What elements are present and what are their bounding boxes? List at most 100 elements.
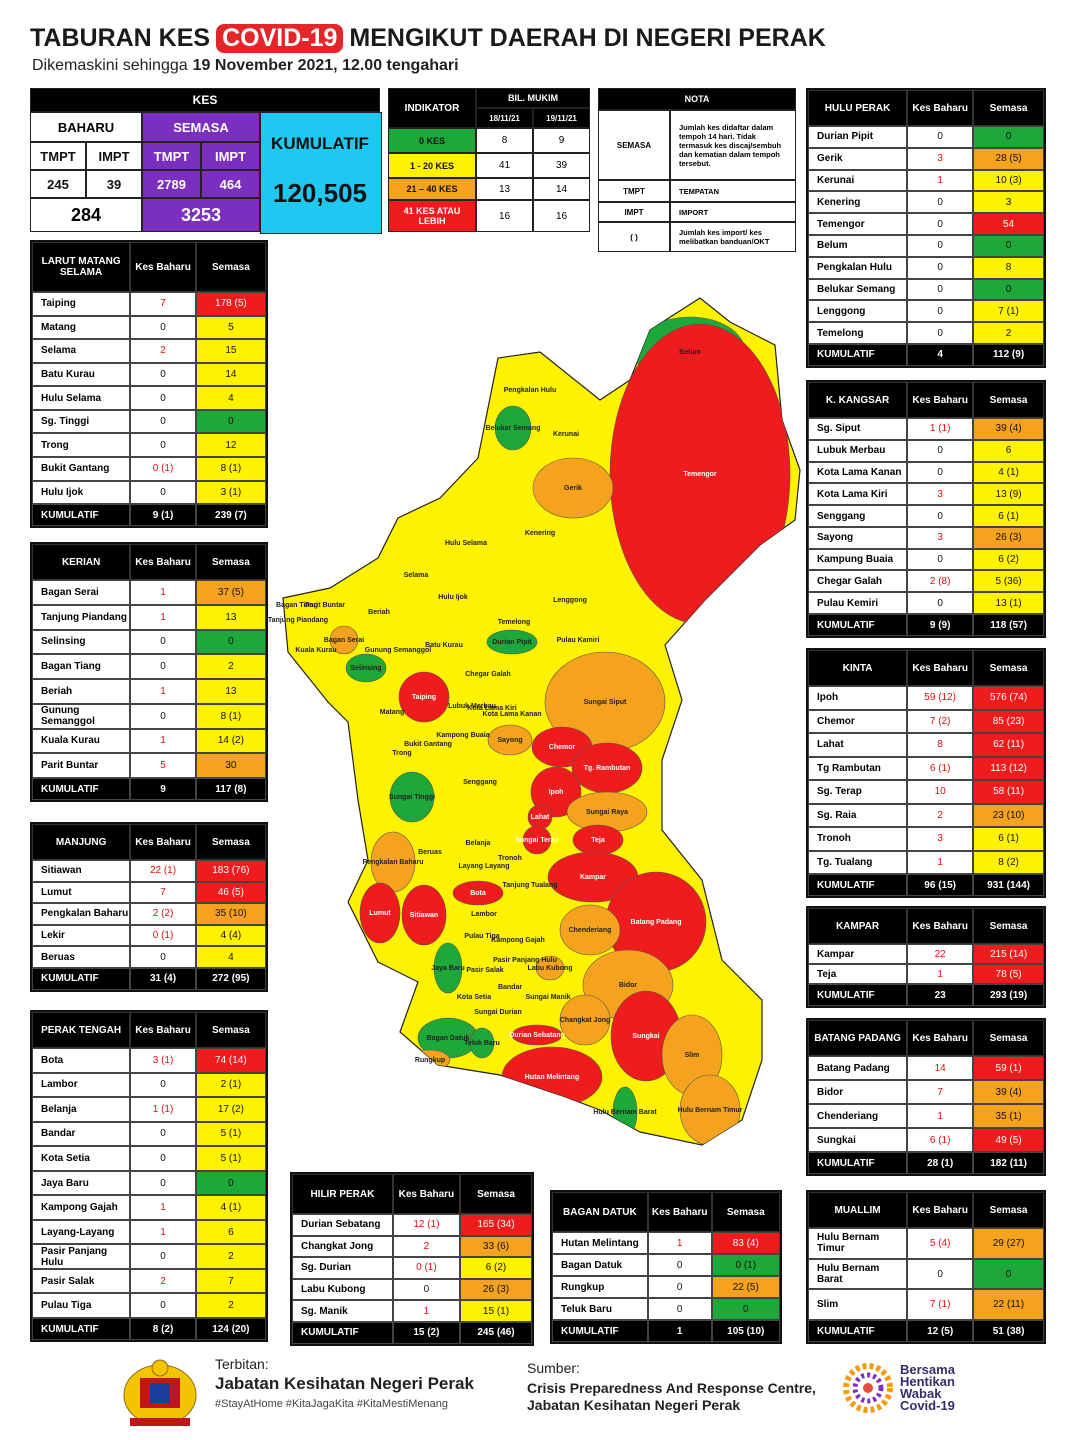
total-semasa: 293 (19): [973, 984, 1044, 1006]
kes-baharu: 0: [130, 409, 196, 434]
area-name: Layang-Layang: [32, 1219, 131, 1245]
sumber: Jabatan Kesihatan Negeri Perak: [527, 1397, 741, 1413]
column-header: Kes Baharu: [647, 1192, 712, 1232]
column-header: Kes Baharu: [907, 382, 974, 418]
table-header: MANJUNG Kes Baharu Semasa: [32, 824, 266, 860]
map-region: [679, 1074, 741, 1145]
map-region: [530, 766, 582, 818]
kes-baharu: 1: [130, 679, 196, 704]
indicator-value: 9: [533, 128, 590, 153]
map-label: Bandar: [498, 984, 522, 991]
indicator-level: 1 - 20 KES: [388, 153, 476, 178]
table-header: PERAK TENGAH Kes Baharu Semasa: [32, 1012, 266, 1048]
terbitan-label: Terbitan:: [215, 1356, 269, 1372]
table-header: BATANG PADANG Kes Baharu Semasa: [808, 1020, 1044, 1056]
table-row: Temelong 0 2: [808, 322, 1044, 344]
kes-baharu: 0: [907, 256, 974, 279]
kes-semasa: 4 (1): [195, 1195, 266, 1220]
district-name: KAMPAR: [808, 908, 908, 944]
kes-baharu: 7: [907, 1080, 974, 1104]
kes-baharu: 0: [130, 1072, 196, 1098]
kes-baharu: 0: [907, 439, 974, 462]
table-row: Pasir Salak 2 7: [32, 1268, 266, 1294]
kes-baharu: 8: [907, 733, 974, 757]
area-name: Selama: [32, 339, 131, 363]
kes-baharu: 0: [130, 362, 196, 387]
table-row: Jaya Baru 0 0: [32, 1170, 266, 1196]
table-row: Durian Pipit 0 0: [808, 126, 1044, 148]
area-name: Belanja: [32, 1097, 131, 1122]
map-region: [452, 880, 504, 906]
table-row: Pasir Panjang Hulu 0 2: [32, 1244, 266, 1269]
kes-baharu: 0: [130, 480, 196, 505]
map-label: Batang Padang: [631, 919, 682, 926]
column-header: Kes Baharu: [907, 1020, 974, 1056]
table-row: Chenderiang 1 35 (1): [808, 1104, 1044, 1128]
sumber: Crisis Preparedness And Response Centre,: [527, 1380, 816, 1396]
map-label: Tanjung Piandang: [268, 617, 328, 624]
area-name: Lekir: [32, 924, 131, 947]
district-table: MANJUNG Kes Baharu Semasa Sitiawan 22 (1) 183…: [30, 822, 268, 992]
district-name: MANJUNG: [32, 824, 131, 860]
table-row: Sg. Siput 1 (1) 39 (4): [808, 418, 1044, 440]
kes-semasa: 15 (1): [459, 1300, 532, 1322]
total-row: KUMULATIF 12 (5) 51 (38): [808, 1320, 1044, 1343]
district-name: BAGAN DATUK: [552, 1192, 648, 1232]
total-row: KUMULATIF 9 117 (8): [32, 778, 266, 800]
kes-baharu: 1: [392, 1300, 460, 1322]
title: TABURAN KES COVID-19 MENGIKUT DAERAH DI NE…: [30, 20, 830, 56]
map-label: Hulu Selama: [445, 540, 487, 547]
kes-semasa: 5: [195, 315, 266, 340]
area-name: Trong: [32, 433, 131, 457]
kes-semasa: 7 (1): [973, 300, 1044, 323]
area-name: Pasir Salak: [32, 1268, 131, 1294]
area-name: Bandar: [32, 1121, 131, 1147]
table-header: HILIR PERAK Kes Baharu Semasa: [292, 1174, 532, 1214]
kes-value: 2789: [142, 170, 201, 198]
map-label: Rungkup: [415, 1057, 445, 1064]
map-label: Layang Layang: [459, 863, 510, 870]
table-row: Sg. Terap 10 58 (11): [808, 780, 1044, 804]
kes-semasa: 10 (3): [973, 169, 1044, 192]
map-label: Teja: [591, 837, 605, 844]
table-row: Belukar Semang 0 0: [808, 278, 1044, 301]
kes-semasa: 178 (5): [195, 292, 266, 316]
table-header: MUALLIM Kes Baharu Semasa: [808, 1192, 1044, 1228]
kes-baharu: 0: [907, 592, 974, 615]
area-name: Bidor: [808, 1080, 908, 1104]
area-name: Kota Lama Kanan: [808, 461, 908, 484]
map-label: Tg. Rambutan: [584, 765, 631, 772]
map-label: Chenderiang: [569, 927, 612, 934]
area-name: Gerik: [808, 147, 908, 170]
map-label: Sitiawan: [410, 912, 438, 919]
map-label: Gunung Semanggol: [365, 647, 432, 654]
kes-semasa: 14: [195, 362, 266, 387]
table-row: Bukit Gantang 0 (1) 8 (1): [32, 456, 266, 481]
kes-semasa: 183 (76): [195, 860, 266, 882]
kes-semasa: 13 (1): [973, 592, 1044, 615]
map-label: Jaya Baru: [431, 965, 464, 972]
map-label: Batu Kurau: [425, 642, 463, 649]
table-row: Gerik 3 28 (5): [808, 147, 1044, 170]
kes-baharu: 0: [130, 1146, 196, 1171]
map-region: [522, 825, 552, 855]
kes-semasa: 4: [195, 946, 266, 968]
table-row: Durian Sebatang 12 (1) 165 (34): [292, 1214, 532, 1236]
table-header: KINTA Kes Baharu Semasa: [808, 650, 1044, 686]
table-row: Sg. Raia 2 23 (10): [808, 803, 1044, 827]
total-baharu: 9 (9): [907, 614, 974, 637]
kes-semasa: 6: [195, 1219, 266, 1245]
kes-semasa: SEMASA: [142, 112, 260, 142]
district-table: HULU PERAK Kes Baharu Semasa Durian Pipit 0 0…: [806, 88, 1046, 368]
total-row: KUMULATIF 9 (1) 239 (7): [32, 504, 266, 527]
table-row: Kota Lama Kanan 0 4 (1): [808, 461, 1044, 484]
map-region: [511, 1024, 563, 1046]
total-row: KUMULATIF 23 293 (19): [808, 984, 1044, 1006]
total-semasa: 118 (57): [973, 614, 1044, 637]
indicator-date: 19/11/21: [533, 108, 590, 128]
area-name: Chemor: [808, 709, 908, 733]
table-row: Belum 0 0: [808, 234, 1044, 257]
map-region: [486, 629, 538, 655]
map-label: Kota Setia: [457, 994, 491, 1001]
map-label: Belukar Semang: [486, 425, 541, 432]
